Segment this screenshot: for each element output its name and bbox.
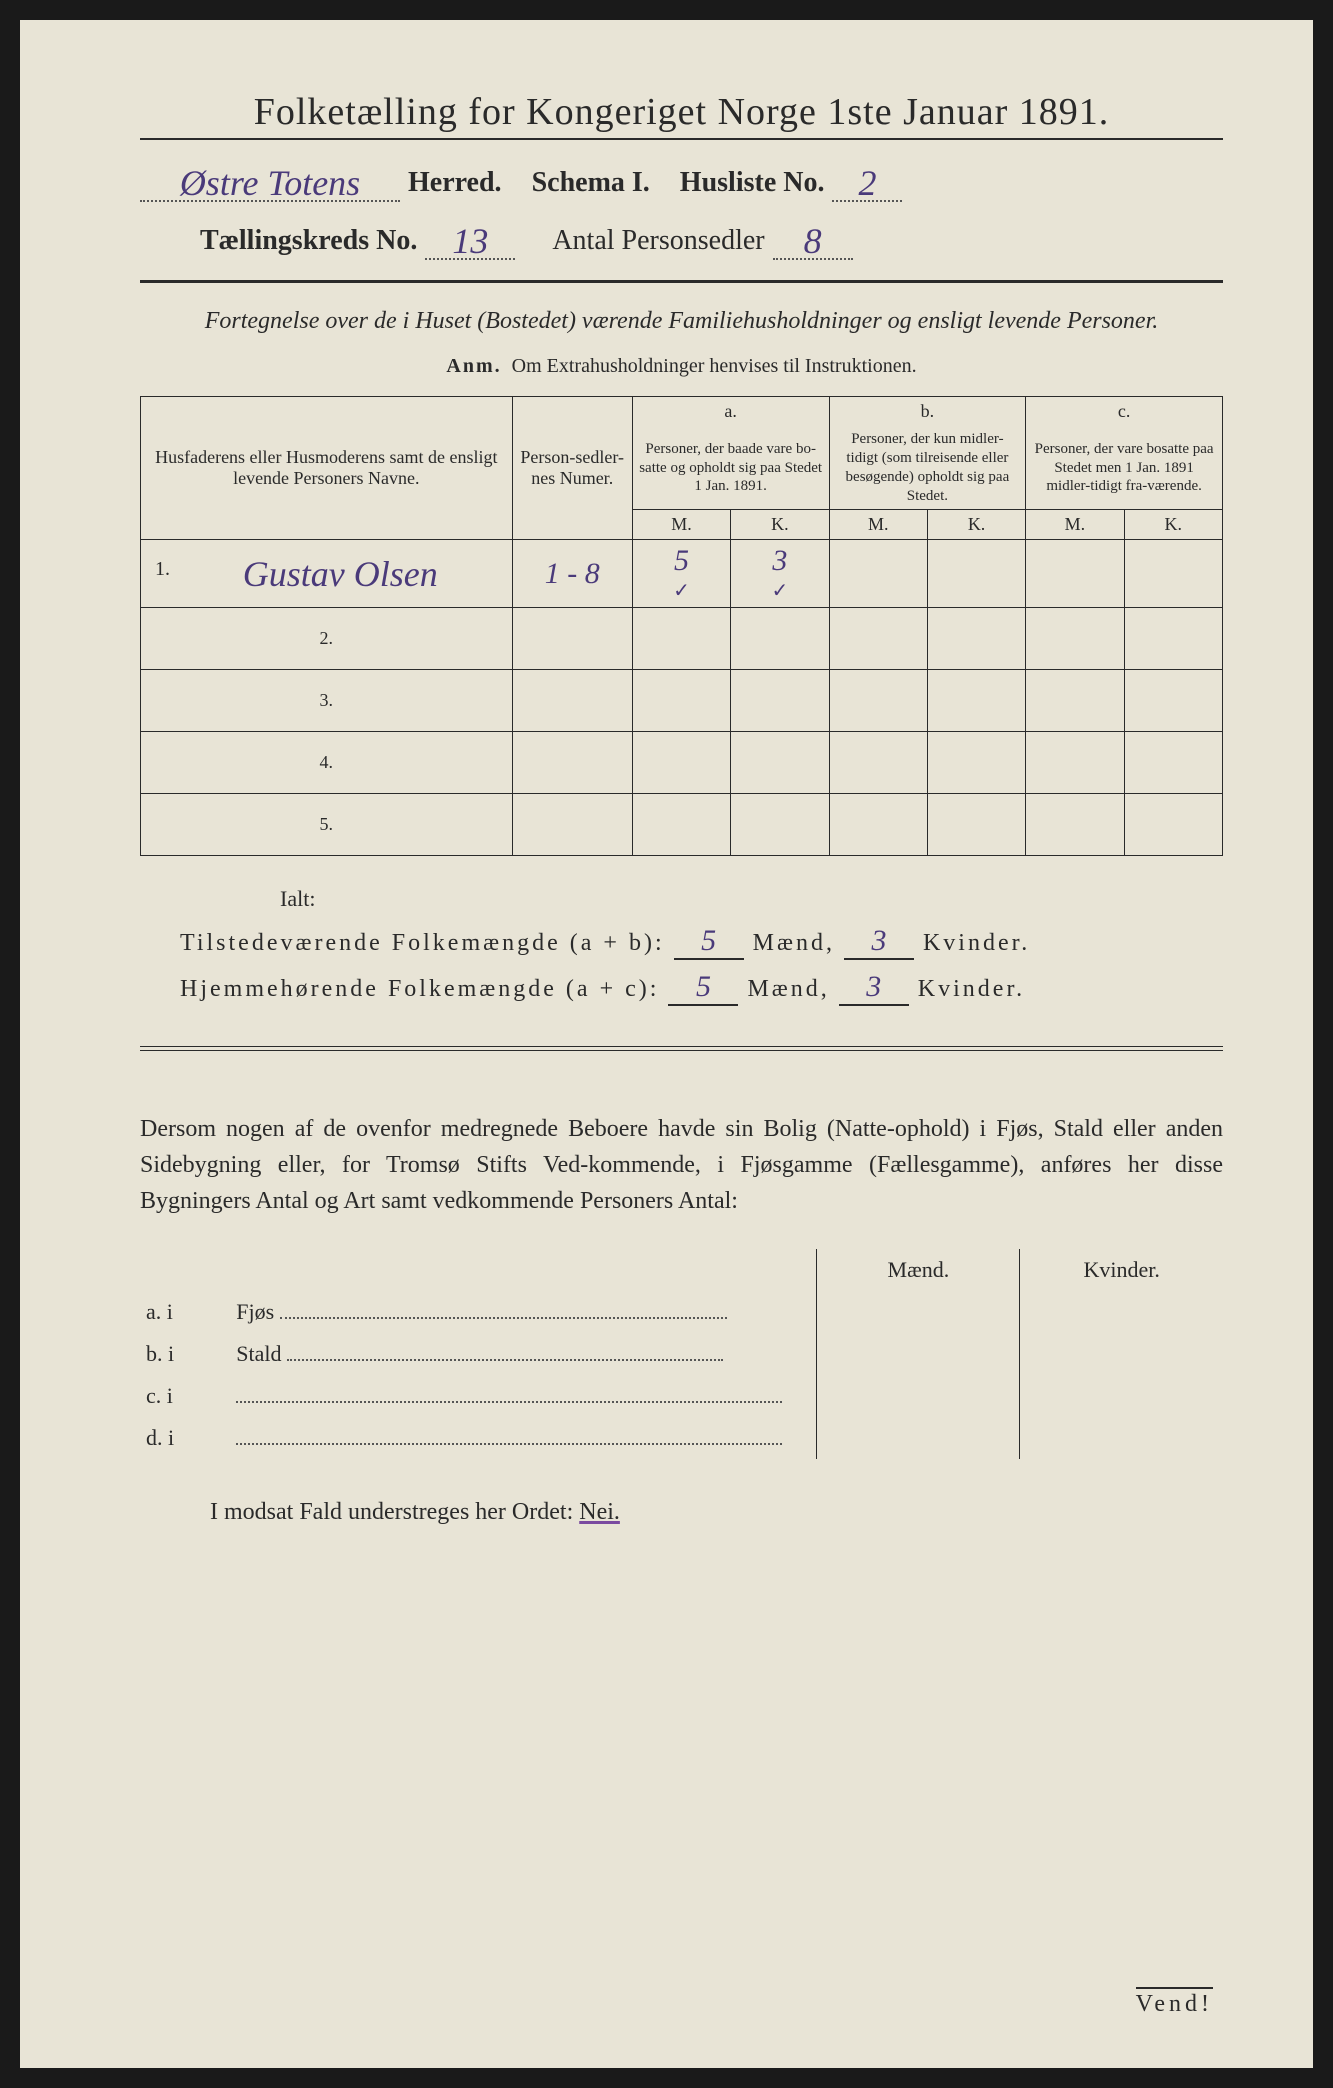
sec-row: d. i <box>140 1417 1223 1459</box>
check-am: ✓ <box>673 580 690 602</box>
nei-prefix: I modsat Fald understreges her Ordet: <box>210 1499 579 1525</box>
anm-text: Om Extrahusholdninger henvises til Instr… <box>512 355 917 377</box>
husliste-no: 2 <box>858 163 876 203</box>
nei-word: Nei. <box>579 1499 620 1525</box>
cell-am: 5 <box>674 544 689 577</box>
sec-hdr-k: Kvinder. <box>1020 1249 1223 1291</box>
col-c-m: M. <box>1026 510 1124 540</box>
sec-row-item: Fjøs <box>236 1299 274 1324</box>
sec-row-label: a. i <box>140 1291 230 1333</box>
page-title: Folketælling for Kongeriget Norge 1ste J… <box>140 90 1223 140</box>
row-number: 4. <box>141 732 513 794</box>
sec-row-label: c. i <box>140 1375 230 1417</box>
main-table: Husfaderens eller Husmoderens samt de en… <box>140 396 1223 856</box>
maend-label: Mænd, <box>753 930 835 956</box>
sec-row: b. i Stald <box>140 1333 1223 1375</box>
rule-thick <box>140 280 1223 283</box>
sum2-k: 3 <box>866 970 881 1003</box>
sec-row-item: Stald <box>236 1341 281 1366</box>
kvinder-label: Kvinder. <box>918 976 1025 1002</box>
sec-row: c. i <box>140 1375 1223 1417</box>
col-c-label: c. <box>1026 397 1223 427</box>
row-number: 5. <box>141 794 513 856</box>
header-row-2: Tællingskreds No. 13 Antal Personsedler … <box>140 216 1223 260</box>
header-row-1: Østre Totens Herred. Schema I. Husliste … <box>140 158 1223 202</box>
col-b-k: K. <box>927 510 1025 540</box>
col-c-text: Personer, der vare bosatte paa Stedet me… <box>1026 426 1223 510</box>
row-number: 1. <box>147 558 170 581</box>
sum1-label: Tilstedeværende Folkemængde (a + b): <box>180 930 665 956</box>
antal-label: Antal Personsedler <box>552 225 764 257</box>
kreds-no: 13 <box>452 221 488 261</box>
table-row: 3. <box>141 670 1223 732</box>
ialt-label: Ialt: <box>280 886 1223 912</box>
census-form-page: Folketælling for Kongeriget Norge 1ste J… <box>20 20 1313 2068</box>
table-row: 1. Gustav Olsen 1 - 8 5 ✓ 3 ✓ <box>141 540 1223 608</box>
schema-label: Schema I. <box>532 167 650 199</box>
vend-label: Vend! <box>1136 1987 1213 2018</box>
check-ak: ✓ <box>771 580 788 602</box>
table-row: 2. <box>141 608 1223 670</box>
sec-row-label: b. i <box>140 1333 230 1375</box>
sum1-k: 3 <box>871 924 886 957</box>
nei-line: I modsat Fald understreges her Ordet: Ne… <box>210 1499 1223 1526</box>
col-b-text: Personer, der kun midler-tidigt (som til… <box>829 426 1026 510</box>
col-num-header: Person-sedler-nes Numer. <box>512 397 632 540</box>
col-a-label: a. <box>632 397 829 427</box>
anm-line: Anm. Om Extrahusholdninger henvises til … <box>140 355 1223 378</box>
building-paragraph: Dersom nogen af de ovenfor medregnede Be… <box>140 1111 1223 1219</box>
row-number: 3. <box>141 670 513 732</box>
table-row: 4. <box>141 732 1223 794</box>
col-a-k: K. <box>731 510 829 540</box>
col-a-m: M. <box>632 510 730 540</box>
sec-row: a. i Fjøs <box>140 1291 1223 1333</box>
kvinder-label: Kvinder. <box>923 930 1030 956</box>
husliste-label: Husliste No. <box>680 167 825 199</box>
antal-no: 8 <box>804 221 822 261</box>
col-c-k: K. <box>1124 510 1222 540</box>
sec-row-label: d. i <box>140 1417 230 1459</box>
person-name: Gustav Olsen <box>215 554 438 594</box>
col-name-header: Husfaderens eller Husmoderens samt de en… <box>141 397 513 540</box>
col-a-text: Personer, der baade vare bo-satte og oph… <box>632 426 829 510</box>
col-b-m: M. <box>829 510 927 540</box>
double-rule <box>140 1046 1223 1051</box>
sum-line-2: Hjemmehørende Folkemængde (a + c): 5 Mæn… <box>180 970 1223 1006</box>
kreds-label: Tællingskreds No. <box>200 225 417 257</box>
sec-hdr-m: Mænd. <box>817 1249 1020 1291</box>
table-row: 5. <box>141 794 1223 856</box>
maend-label: Mænd, <box>747 976 829 1002</box>
sum2-label: Hjemmehørende Folkemængde (a + c): <box>180 976 659 1002</box>
herred-label: Herred. <box>408 167 502 199</box>
person-num: 1 - 8 <box>545 557 600 590</box>
sum1-m: 5 <box>701 924 716 957</box>
secondary-table: Mænd. Kvinder. a. i Fjøs b. i Stald c. i… <box>140 1249 1223 1459</box>
sum2-m: 5 <box>696 970 711 1003</box>
row-number: 2. <box>141 608 513 670</box>
col-b-label: b. <box>829 397 1026 427</box>
subtitle: Fortegnelse over de i Huset (Bostedet) v… <box>140 305 1223 337</box>
anm-label: Anm. <box>446 355 501 377</box>
cell-ak: 3 <box>772 544 787 577</box>
sum-line-1: Tilstedeværende Folkemængde (a + b): 5 M… <box>180 924 1223 960</box>
herred-handwritten: Østre Totens <box>180 163 360 203</box>
